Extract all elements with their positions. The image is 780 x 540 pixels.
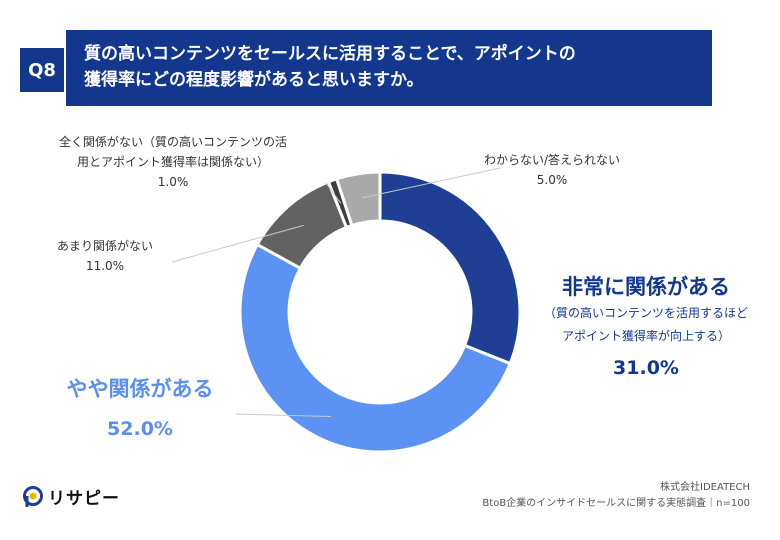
label-mattaku-text-1: 全く関係がない（質の高いコンテンツの活 [58, 135, 287, 149]
source-note: 株式会社IDEATECH BtoB企業のインサイドセールスに関する実態調査｜n=… [482, 480, 750, 512]
leader-wakaranai [361, 167, 501, 199]
slice-wakaranai [334, 170, 382, 228]
donut-slices [238, 170, 522, 454]
label-mattaku: 全く関係がない（質の高いコンテンツの活 用とアポイント獲得率は関係ない） 1.0… [25, 132, 321, 192]
source-survey: BtoB企業のインサイドセールスに関する実態調査｜n=100 [482, 498, 750, 509]
label-hijou-value: 31.0% [613, 357, 679, 379]
label-mattaku-value: 1.0% [157, 175, 189, 189]
brand-logo-icon [23, 485, 43, 507]
label-hijou-text: 非常に関係がある [562, 275, 730, 299]
question-text-line-2: 獲得率にどの程度影響があると思いますか。 [84, 70, 424, 90]
leader-amari [171, 224, 304, 263]
label-amari-value: 11.0% [85, 259, 125, 273]
label-yaya-value: 52.0% [107, 418, 173, 440]
label-wakaranai-value: 5.0% [536, 173, 568, 187]
question-number-badge: Q8 [20, 48, 64, 92]
leader-lines [171, 167, 501, 418]
label-hijou: 非常に関係がある （質の高いコンテンツを活用するほど アポイント獲得率が向上する… [526, 272, 766, 388]
slice-yaya [238, 242, 513, 454]
label-yaya: やや関係がある 52.0% [40, 372, 240, 452]
label-amari: あまり関係がない 11.0% [45, 236, 165, 276]
slice-hijou [378, 170, 522, 366]
label-hijou-sub-2: アポイント獲得率が向上する） [561, 329, 730, 343]
label-hijou-sub-1: （質の高いコンテンツを活用するほど [543, 306, 748, 320]
label-yaya-text: やや関係がある [66, 377, 214, 401]
brand: リサピー [22, 484, 120, 509]
label-amari-text: あまり関係がない [56, 239, 153, 253]
source-company: 株式会社IDEATECH [660, 482, 750, 493]
label-wakaranai-text: わからない/答えられない [483, 153, 621, 167]
brand-name: リサピー [48, 489, 120, 509]
label-mattaku-text-2: 用とアポイント獲得率は関係ない） [76, 155, 269, 169]
leader-mattaku [325, 182, 342, 204]
label-wakaranai: わからない/答えられない 5.0% [452, 150, 652, 190]
question-banner: 質の高いコンテンツをセールスに活用することで、アポイントの 獲得率にどの程度影響… [66, 30, 712, 106]
leader-yaya [235, 413, 331, 418]
question-text-line-1: 質の高いコンテンツをセールスに活用することで、アポイントの [84, 44, 576, 64]
